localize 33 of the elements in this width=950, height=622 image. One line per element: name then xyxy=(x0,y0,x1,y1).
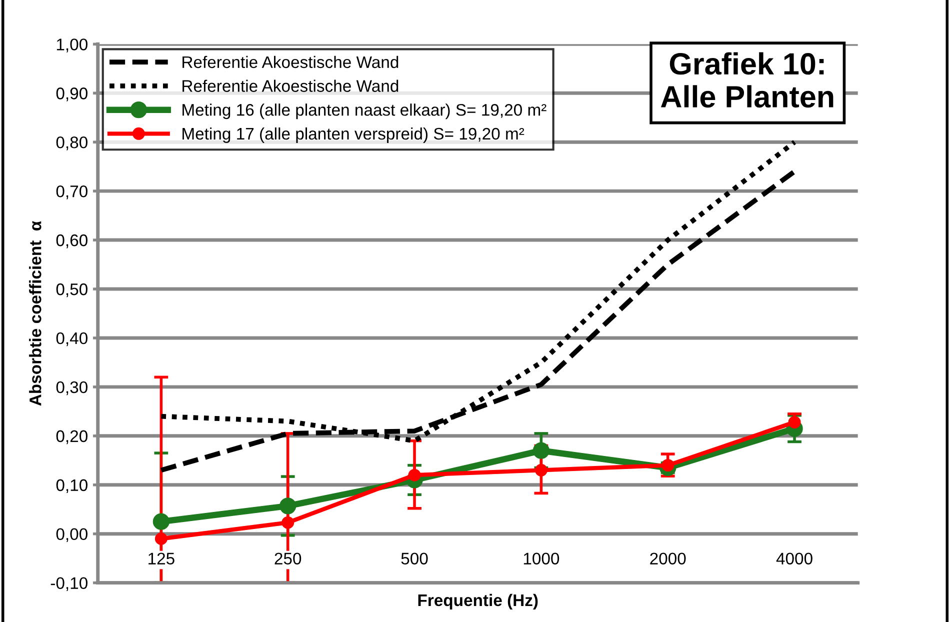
point xyxy=(154,532,168,545)
y-tick-label: 0,20 xyxy=(56,430,88,444)
y-tick-label: 0,70 xyxy=(56,185,88,200)
legend-label: Meting 16 (alle planten naast elkaar) S= 19,20 m² xyxy=(182,104,546,120)
text: Grafiek 10: Alle Planten xyxy=(660,52,834,108)
legend-label: Meting 17 (alle planten verspreid) S= 19,20 m² xyxy=(182,127,524,143)
x-tick-label: 4000 xyxy=(776,552,812,564)
x-tick-label: 125 xyxy=(148,552,174,564)
point xyxy=(408,468,421,482)
x-axis-title: Frequentie (Hz) xyxy=(418,594,538,610)
y-axis-title: Absorbtie coefficient α xyxy=(29,221,42,406)
y-tick-label: 1,00 xyxy=(56,38,88,52)
legend-label: Referentie Akoestische Wand xyxy=(182,56,398,68)
point xyxy=(788,416,801,428)
x-tick-label: 1000 xyxy=(524,552,560,564)
y-tick-label: 0,50 xyxy=(56,283,88,298)
y-tick-label: 0,00 xyxy=(56,528,88,542)
y-tick-label: 0,30 xyxy=(56,381,88,396)
y-tick-label: 0,80 xyxy=(56,136,88,150)
point xyxy=(534,464,548,476)
y-tick-label: 0,60 xyxy=(56,234,88,248)
legend-label: Referentie Akoestische Wand xyxy=(182,80,398,92)
point xyxy=(152,513,170,530)
point xyxy=(282,516,294,529)
y-tick-label: 0,90 xyxy=(56,88,88,102)
y-tick-label: 0,10 xyxy=(56,479,88,494)
point xyxy=(280,498,296,514)
y-tick-label: -0,10 xyxy=(50,577,88,591)
x-tick-label: 250 xyxy=(274,552,302,564)
x-tick-label: 500 xyxy=(401,552,428,564)
y-tick-label: 0,40 xyxy=(56,332,88,346)
x-tick-label: 2000 xyxy=(650,552,686,564)
point xyxy=(532,442,550,459)
